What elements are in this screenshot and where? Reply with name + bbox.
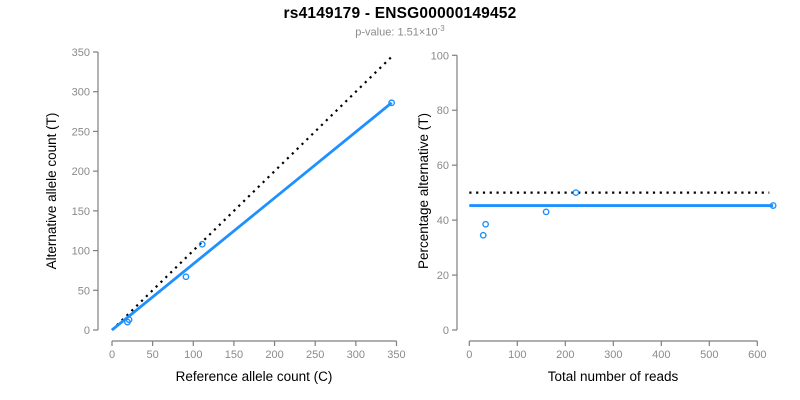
x-tick-label: 100 [508, 349, 526, 361]
x-tick-label: 0 [466, 349, 472, 361]
pvalue-exponent: -3 [437, 24, 445, 33]
left-yaxis-label: Alternative allele count (T) [44, 113, 59, 270]
y-tick-label: 100 [431, 50, 449, 62]
pvalue-base: 10 [425, 26, 438, 39]
x-tick-label: 200 [265, 349, 283, 361]
x-tick-label: 200 [556, 349, 574, 361]
x-tick-label: 600 [748, 349, 766, 361]
y-tick-label: 20 [437, 270, 449, 282]
data-point [769, 202, 777, 209]
times-symbol: × [418, 26, 426, 39]
y-tick-label: 0 [443, 325, 449, 337]
pvalue-label: p-value: [355, 26, 395, 39]
pvalue-mantissa: 1.51 [397, 26, 419, 39]
figure-subtitle: p-value: 1.51×10-3 [0, 24, 800, 39]
data-point [125, 316, 133, 324]
x-tick-label: 100 [184, 349, 202, 361]
right-yaxis-label: Percentage alternative (T) [416, 113, 431, 269]
data-point [542, 208, 550, 216]
data-point [479, 231, 487, 239]
data-point [572, 189, 580, 197]
y-tick-label: 150 [72, 206, 90, 218]
x-tick-label: 350 [387, 349, 405, 361]
x-tick-label: 50 [147, 349, 159, 361]
data-point [388, 99, 396, 107]
y-tick-label: 0 [84, 325, 90, 337]
x-tick-label: 300 [347, 349, 365, 361]
x-tick-label: 150 [225, 349, 243, 361]
y-tick-label: 300 [72, 87, 90, 99]
y-tick-label: 80 [437, 105, 449, 117]
figure-title: rs4149179 - ENSG00000149452 [283, 5, 517, 22]
fitted-ratio-line [111, 101, 393, 332]
data-point [482, 220, 490, 228]
y-tick-label: 250 [72, 126, 90, 138]
y-tick-label: 350 [72, 47, 90, 59]
y-tick-label: 50 [78, 285, 90, 297]
x-tick-label: 400 [652, 349, 670, 361]
expected-5050-line [111, 55, 394, 331]
y-tick-label: 60 [437, 160, 449, 172]
y-tick-label: 40 [437, 215, 449, 227]
left-scatter-plot: Reference allele count (C) Alternative a… [44, 47, 406, 384]
right-scatter-plot: Total number of reads Percentage alterna… [416, 50, 777, 384]
y-tick-label: 100 [72, 246, 90, 258]
y-tick-label: 200 [72, 166, 90, 178]
left-xaxis-label: Reference allele count (C) [176, 369, 333, 384]
x-tick-label: 0 [109, 349, 115, 361]
x-tick-label: 500 [700, 349, 718, 361]
x-tick-label: 300 [604, 349, 622, 361]
data-point [182, 273, 190, 281]
right-xaxis-label: Total number of reads [548, 369, 679, 384]
x-tick-label: 250 [306, 349, 324, 361]
data-point [198, 240, 206, 248]
